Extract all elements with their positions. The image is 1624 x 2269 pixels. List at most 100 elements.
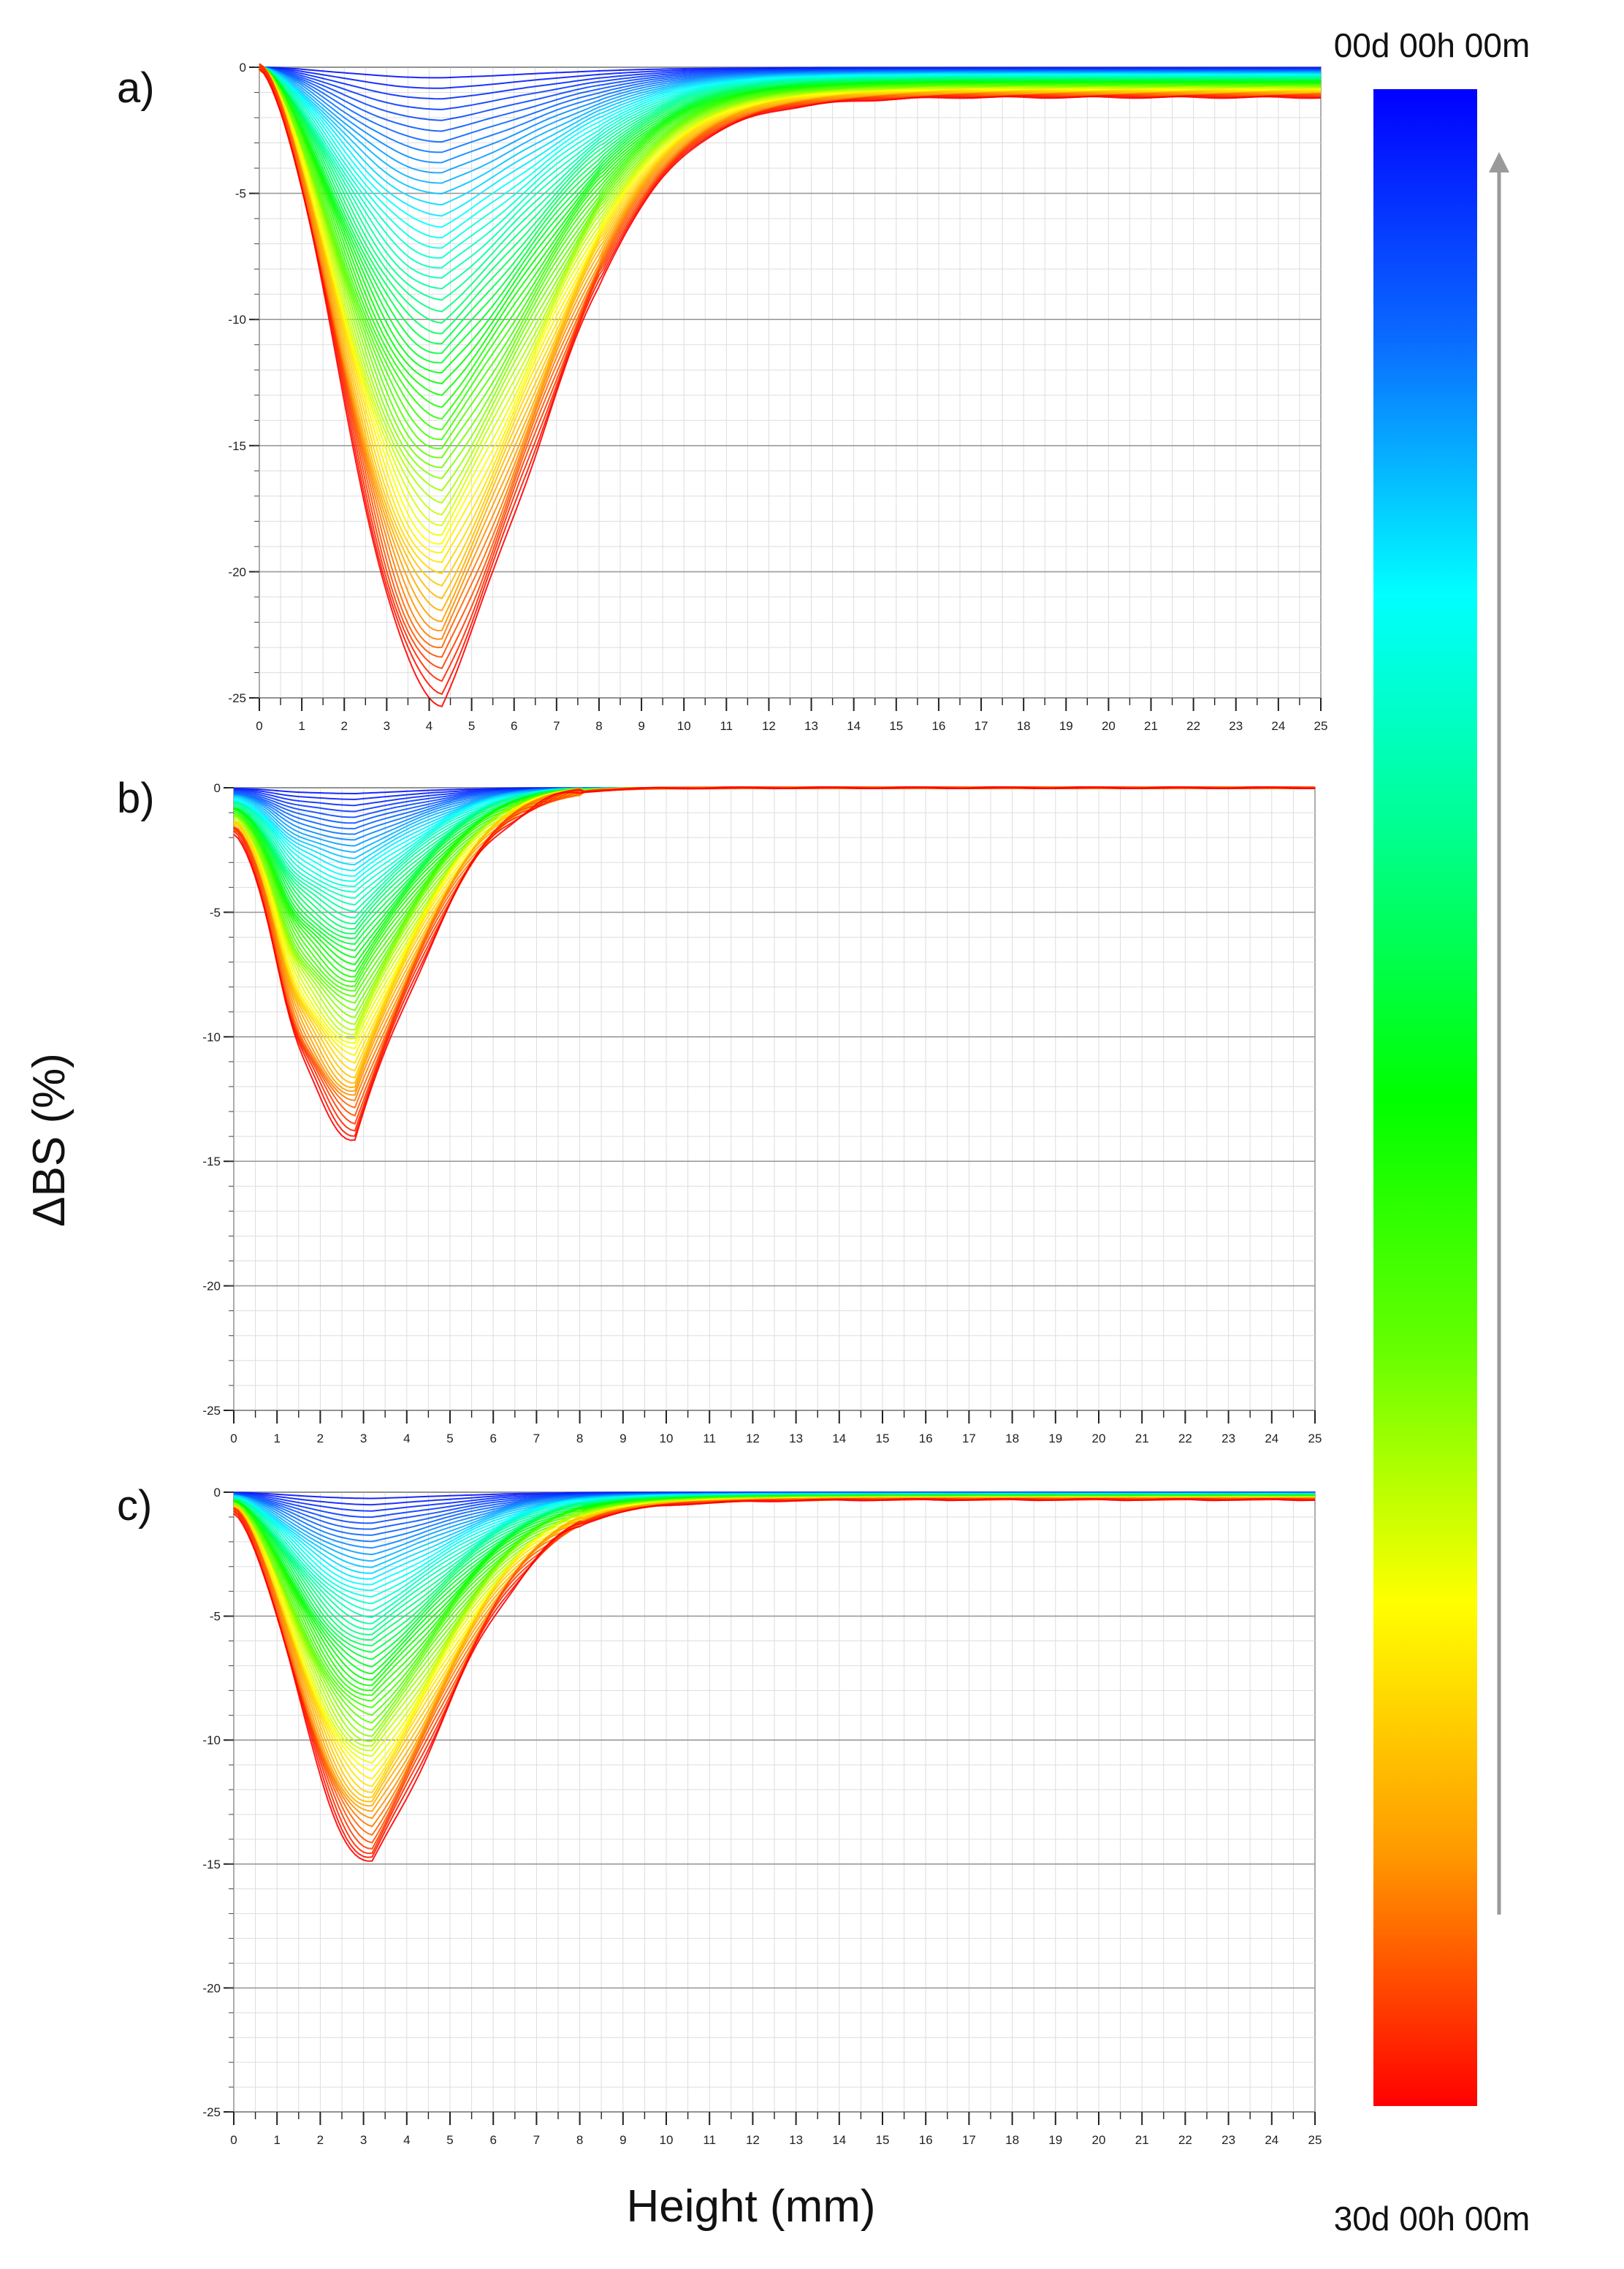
y-tick-label: 0 [240,61,246,75]
x-tick-label: 25 [1314,719,1328,733]
y-tick-label: -5 [210,1610,221,1624]
panel-label-c: c) [117,1482,152,1529]
panel-label-b: b) [117,775,155,822]
x-tick-label: 18 [1017,719,1031,733]
x-tick-label: 3 [360,2133,367,2147]
x-tick-label: 7 [553,719,560,733]
x-tick-label: 9 [620,1432,626,1445]
x-tick-label: 6 [511,719,517,733]
x-tick-label: 23 [1221,1432,1235,1445]
panel-label-a: a) [117,64,155,112]
x-tick-label: 16 [931,719,945,733]
y-tick-label: -20 [202,1981,221,1995]
y-tick-label: 0 [214,1486,221,1500]
y-tick-label: -25 [202,2105,221,2119]
x-tick-label: 8 [595,719,602,733]
x-tick-label: 0 [256,719,262,733]
x-tick-label: 5 [446,1432,453,1445]
y-tick-label: -25 [202,1404,221,1418]
y-tick-label: -25 [228,691,246,705]
x-tick-label: 4 [426,719,432,733]
series-line [259,64,1322,658]
x-tick-label: 13 [789,1432,803,1445]
x-tick-label: 1 [273,2133,280,2147]
x-tick-label: 16 [919,2133,933,2147]
x-tick-label: 6 [489,1432,496,1445]
x-tick-label: 18 [1005,2133,1019,2147]
y-tick-label: -5 [235,187,246,201]
x-tick-label: 12 [746,2133,760,2147]
y-tick-label: -15 [202,1858,221,1871]
x-tick-label: 24 [1265,2133,1278,2147]
colorbar-bottom-label: 30d 00h 00m [1334,2200,1530,2238]
series-line [259,64,1322,574]
x-tick-label: 0 [230,1432,237,1445]
x-tick-label: 24 [1271,719,1285,733]
x-tick-label: 2 [341,719,348,733]
x-tick-label: 23 [1221,2133,1235,2147]
x-tick-label: 0 [230,2133,237,2147]
y-tick-label: -20 [202,1280,221,1293]
x-tick-label: 21 [1135,1432,1149,1445]
x-tick-label: 5 [446,2133,453,2147]
x-tick-label: 3 [384,719,390,733]
x-tick-label: 19 [1048,2133,1062,2147]
x-tick-label: 7 [533,2133,540,2147]
y-tick-label: -15 [202,1155,221,1168]
x-tick-label: 17 [975,719,988,733]
time-arrow-head-icon [1489,152,1509,172]
x-tick-label: 15 [889,719,903,733]
series-line [233,786,1316,1141]
colorbar-gradient [1373,89,1477,2106]
x-tick-label: 19 [1059,719,1073,733]
x-tick-label: 12 [746,1432,760,1445]
x-axis-title: Height (mm) [626,2181,875,2232]
x-tick-label: 22 [1186,719,1200,733]
x-tick-label: 13 [789,2133,803,2147]
y-axis-title: ΔBS (%) [24,1053,75,1227]
x-tick-label: 1 [298,719,305,733]
x-tick-label: 21 [1144,719,1158,733]
x-tick-label: 25 [1308,1432,1322,1445]
x-tick-label: 17 [962,1432,976,1445]
x-tick-label: 11 [703,2133,716,2147]
x-tick-label: 11 [703,1432,716,1445]
panel-b: 0 1 2 3 4 5 6 7 8 9 10 11 12 13 14 15 16 17 18 19 20 21 22 23 24… [202,781,1322,1445]
x-tick-label: 2 [317,2133,324,2147]
x-tick-label: 24 [1265,1432,1278,1445]
x-tick-label: 20 [1102,719,1116,733]
x-tick-label: 9 [638,719,644,733]
x-tick-label: 23 [1229,719,1243,733]
series-line [259,64,1322,384]
x-tick-label: 15 [876,1432,890,1445]
x-tick-label: 12 [762,719,776,733]
x-tick-label: 22 [1178,1432,1192,1445]
x-tick-label: 16 [919,1432,933,1445]
x-tick-label: 14 [847,719,861,733]
x-tick-label: 14 [832,2133,846,2147]
x-tick-label: 3 [360,1432,367,1445]
x-tick-label: 10 [660,2133,674,2147]
x-tick-label: 11 [720,719,733,733]
x-tick-label: 10 [677,719,691,733]
x-tick-label: 18 [1005,1432,1019,1445]
x-tick-label: 19 [1048,1432,1062,1445]
colorbar: 00d 00h 00m 30d 00h 00m [1334,26,1530,2238]
y-tick-label: -5 [210,905,221,919]
x-tick-label: 8 [576,1432,583,1445]
series-line [259,68,1322,708]
x-tick-label: 1 [273,1432,280,1445]
panel-a: 0 1 2 3 4 5 6 7 8 9 10 11 12 13 14 15 16 17 18 19 20 21 22 23 24… [228,61,1327,733]
x-tick-label: 10 [660,1432,674,1445]
y-tick-label: -15 [228,439,246,453]
x-tick-label: 5 [468,719,475,733]
x-tick-label: 7 [533,1432,540,1445]
x-tick-label: 4 [403,1432,410,1445]
series-line [259,64,1322,563]
x-tick-label: 20 [1092,1432,1106,1445]
x-tick-label: 25 [1308,2133,1322,2147]
x-tick-label: 4 [403,2133,410,2147]
series-line [259,64,1322,468]
series-line [233,1498,1316,1862]
y-tick-label: 0 [214,781,221,795]
